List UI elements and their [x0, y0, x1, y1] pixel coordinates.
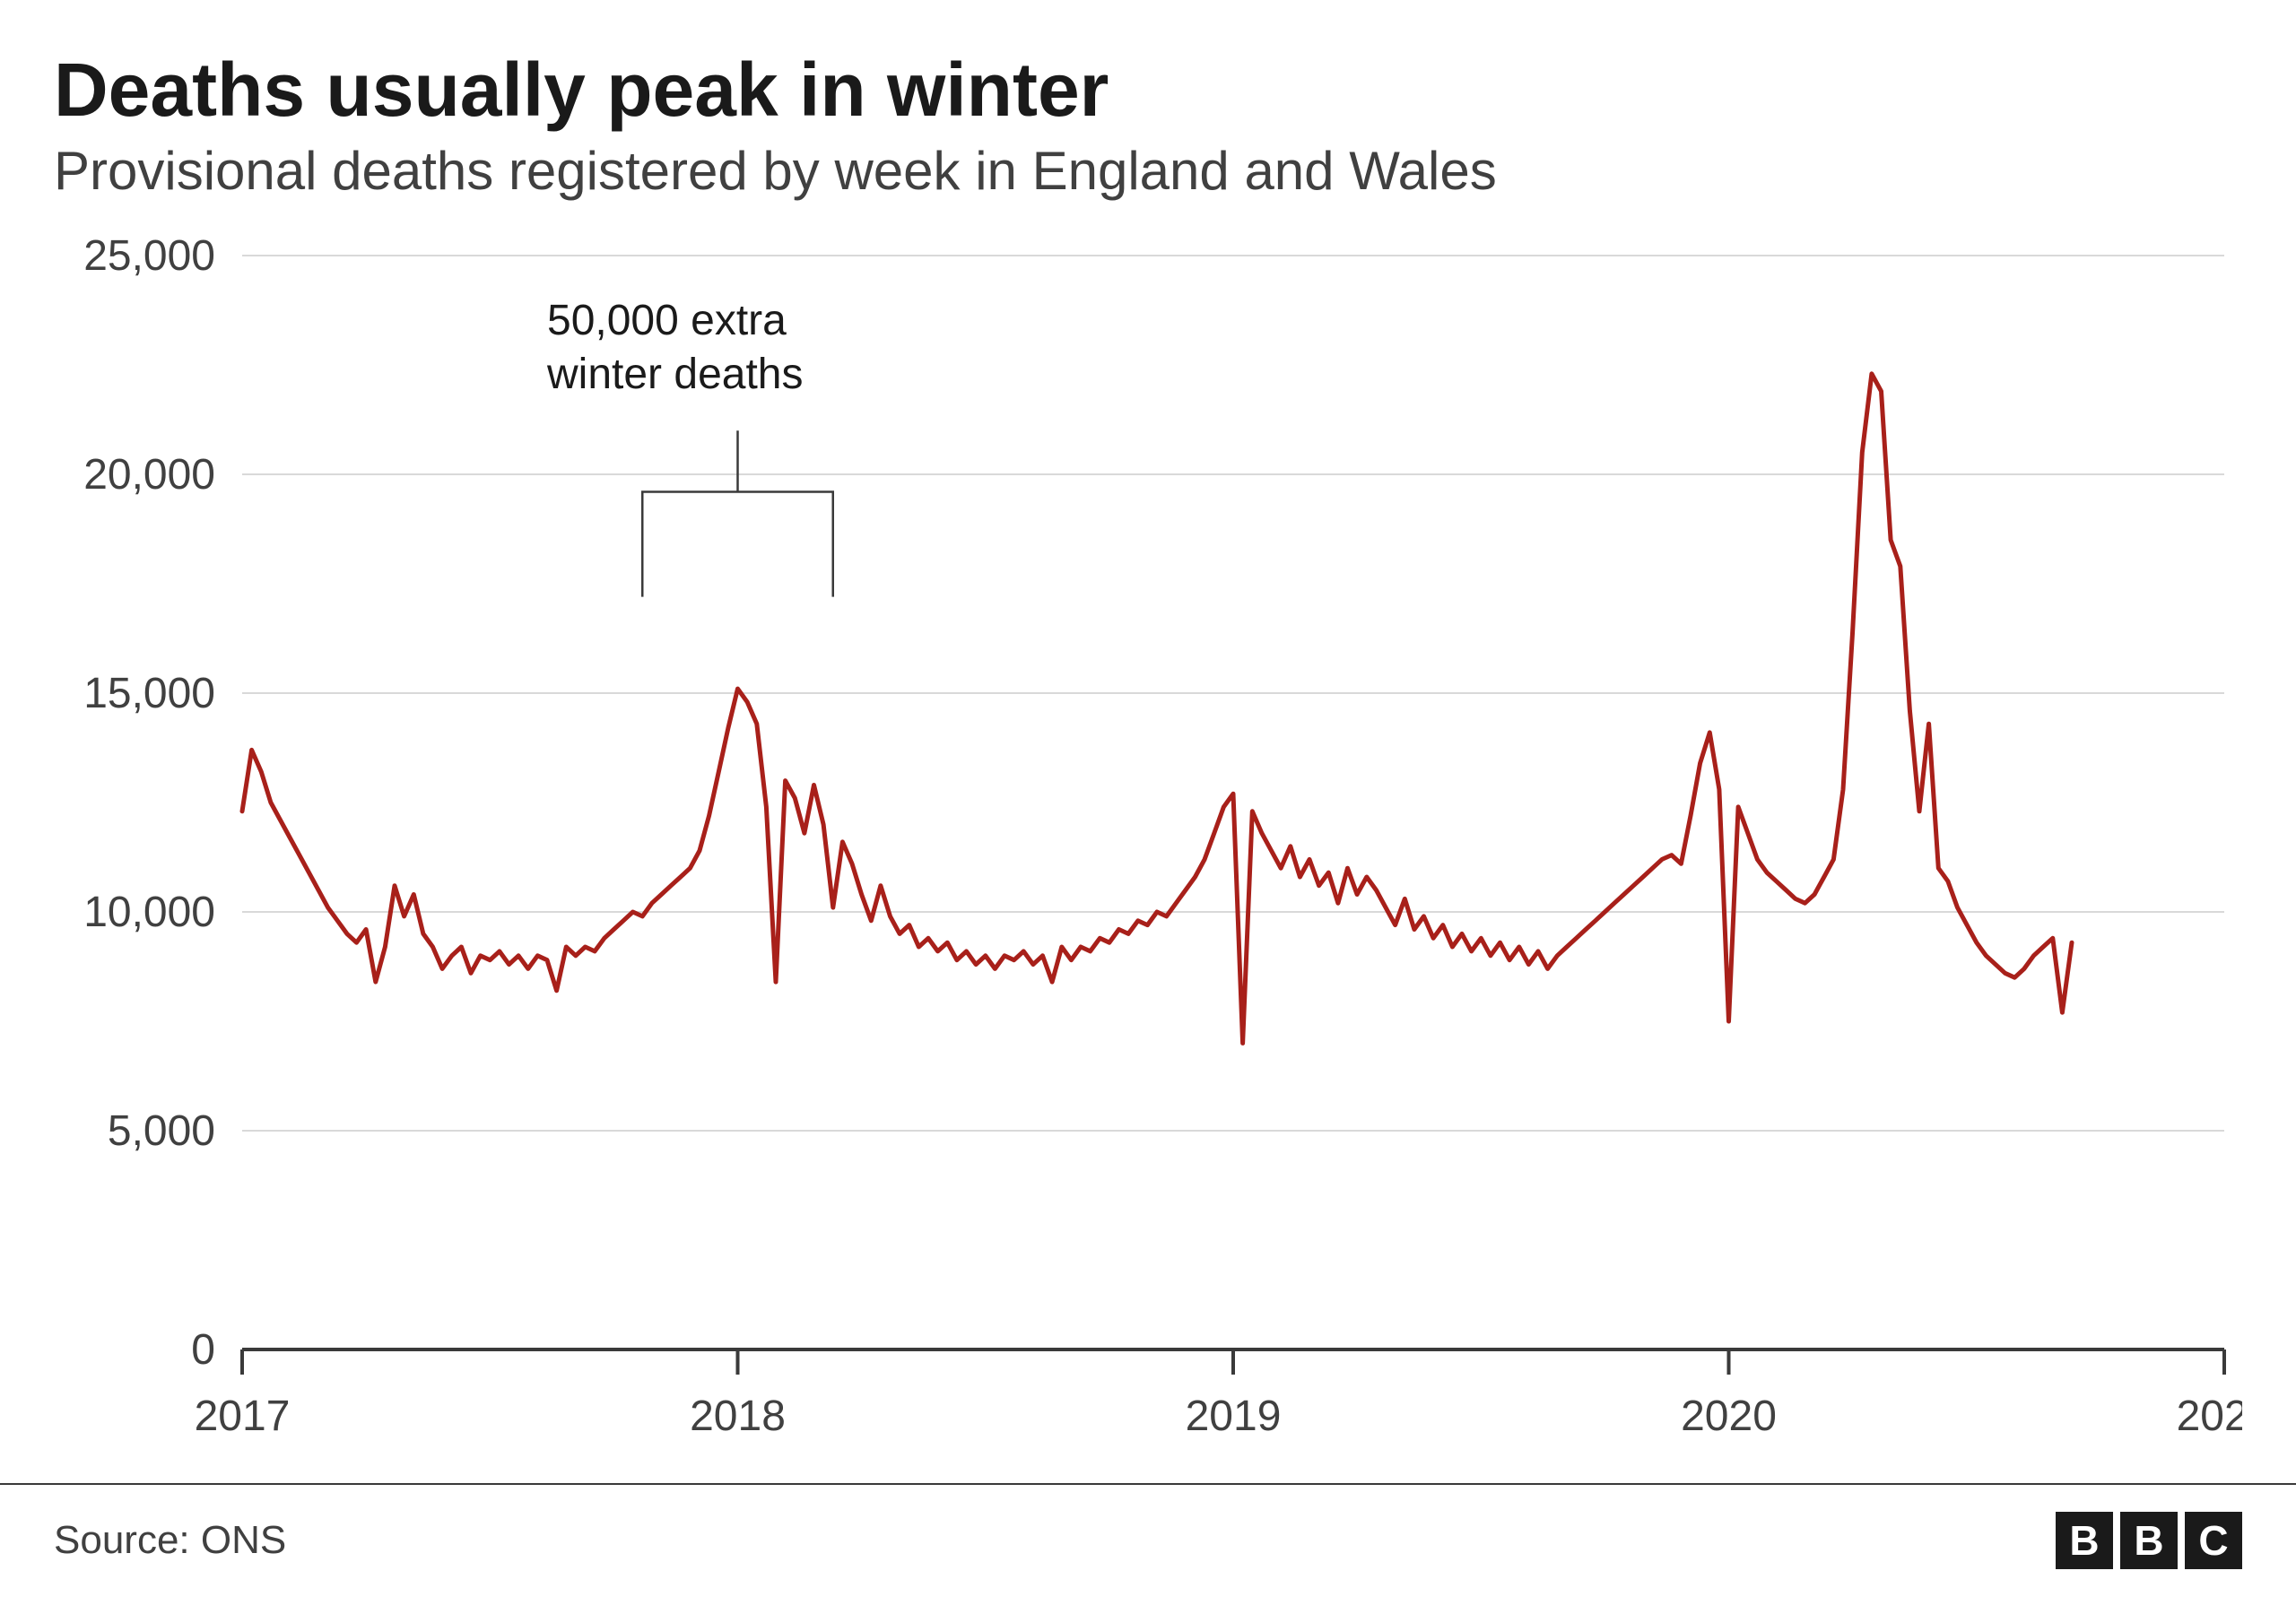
bbc-logo-block: B: [2120, 1512, 2178, 1569]
chart-title: Deaths usually peak in winter: [54, 50, 2242, 129]
svg-text:2018: 2018: [690, 1393, 786, 1440]
svg-text:10,000: 10,000: [83, 889, 215, 936]
source-label: Source: ONS: [54, 1518, 286, 1563]
svg-text:0: 0: [191, 1326, 215, 1374]
chart-subtitle: Provisional deaths registered by week in…: [54, 140, 2242, 202]
chart-plot-area: 0 5,000 10,000 15,000 20,000 25,000 2017 2018 20…: [54, 238, 2242, 1475]
bbc-logo-block: C: [2185, 1512, 2242, 1569]
bbc-logo-block: B: [2056, 1512, 2113, 1569]
svg-text:50,000 extra: 50,000 extra: [547, 297, 787, 344]
svg-text:20,000: 20,000: [83, 451, 215, 499]
svg-text:2017: 2017: [195, 1393, 291, 1440]
svg-text:5,000: 5,000: [108, 1107, 215, 1155]
svg-text:25,000: 25,000: [83, 238, 215, 280]
svg-text:2019: 2019: [1186, 1393, 1282, 1440]
chart-footer: Source: ONS B B C: [0, 1483, 2296, 1614]
svg-text:15,000: 15,000: [83, 670, 215, 717]
chart-container: Deaths usually peak in winter Provisiona…: [0, 0, 2296, 1614]
bbc-logo: B B C: [2056, 1512, 2242, 1569]
chart-svg: 0 5,000 10,000 15,000 20,000 25,000 2017 2018 20…: [54, 238, 2242, 1475]
svg-text:winter deaths: winter deaths: [546, 351, 804, 398]
svg-text:2020: 2020: [1681, 1393, 1777, 1440]
svg-text:2021: 2021: [2177, 1393, 2242, 1440]
